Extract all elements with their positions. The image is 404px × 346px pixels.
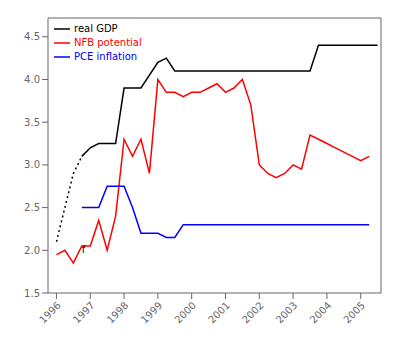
svg-text:3.0: 3.0 [24, 159, 40, 170]
svg-text:1998: 1998 [105, 300, 131, 326]
svg-text:1.5: 1.5 [24, 288, 40, 299]
svg-text:2003: 2003 [274, 300, 300, 326]
svg-text:2005: 2005 [341, 300, 367, 326]
svg-text:1996: 1996 [37, 300, 63, 326]
svg-text:1997: 1997 [71, 300, 97, 326]
svg-text:2.5: 2.5 [24, 202, 40, 213]
svg-text:1999: 1999 [139, 300, 165, 326]
svg-text:2.0: 2.0 [24, 245, 40, 256]
html-text:NFB potential: NFB potential [74, 37, 142, 48]
svg-text:2001: 2001 [206, 300, 232, 326]
svg-text:4.5: 4.5 [24, 31, 40, 42]
svg-text:3.5: 3.5 [24, 117, 40, 128]
svg-text:2000: 2000 [172, 300, 198, 326]
svg-text:2002: 2002 [240, 300, 266, 326]
svg-text:f: f [82, 244, 86, 255]
svg-text:2004: 2004 [308, 300, 334, 326]
html-text:PCE inflation: PCE inflation [74, 51, 138, 62]
svg-text:4.0: 4.0 [24, 74, 40, 85]
html-text:real GDP: real GDP [74, 23, 118, 34]
